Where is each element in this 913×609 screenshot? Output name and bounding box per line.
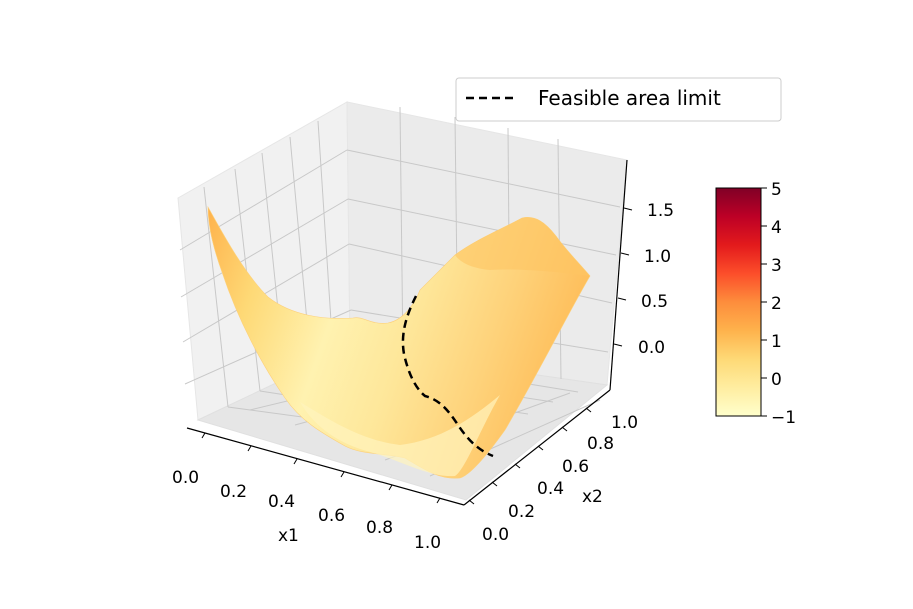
- y-tick-label: 1.0: [611, 413, 638, 433]
- colorbar-tick-label: 3: [771, 256, 782, 276]
- y-tick-label: 0.8: [587, 434, 614, 454]
- x-tick-label: 0.6: [318, 506, 345, 526]
- legend: Feasible area limit: [455, 77, 782, 122]
- colorbar-ticks: [761, 187, 767, 417]
- surface-highlight: [300, 395, 500, 477]
- x-axis-label: x1: [278, 526, 299, 546]
- x-tick-label: 0.0: [172, 468, 199, 488]
- z-tick-label: 0.5: [641, 292, 668, 312]
- z-tick-label: 0.0: [638, 338, 665, 358]
- x-tick-label: 0.4: [268, 492, 295, 512]
- legend-label: Feasible area limit: [538, 86, 721, 110]
- colorbar-gradient: [715, 187, 762, 417]
- z-tick-label: 1.5: [647, 201, 674, 221]
- surface: [207, 205, 591, 479]
- colorbar-tick-label: −1: [771, 408, 796, 428]
- y-axis-label: x2: [582, 487, 603, 507]
- feasible-area-limit-line: [401, 295, 494, 458]
- x-tick-label: 0.2: [220, 482, 247, 502]
- x-axis-ticks: [201, 432, 441, 504]
- y-axis-ticks: [468, 407, 592, 505]
- z-tick-label: 1.0: [644, 247, 671, 267]
- surface-body: [207, 205, 591, 479]
- colorbar-tick-label: 2: [771, 294, 782, 314]
- z-axis-ticks: [613, 207, 633, 347]
- y-tick-label: 0.6: [562, 457, 589, 477]
- x-tick-label: 1.0: [414, 533, 441, 553]
- y-tick-label: 0.0: [482, 525, 509, 545]
- colorbar-tick-label: 4: [771, 218, 782, 238]
- axis-lines: [186, 159, 628, 506]
- y-tick-label: 0.2: [508, 502, 535, 522]
- colorbar-tick-label: 5: [771, 180, 782, 200]
- x-tick-label: 0.8: [366, 518, 393, 538]
- colorbar-tick-label: 1: [771, 332, 782, 352]
- y-tick-label: 0.4: [537, 479, 564, 499]
- legend-box: [455, 77, 782, 122]
- colorbar: −1 0 1 2 3 4 5: [715, 180, 796, 428]
- surface-ridge-shade: [455, 217, 590, 276]
- colorbar-tick-label: 0: [771, 370, 782, 390]
